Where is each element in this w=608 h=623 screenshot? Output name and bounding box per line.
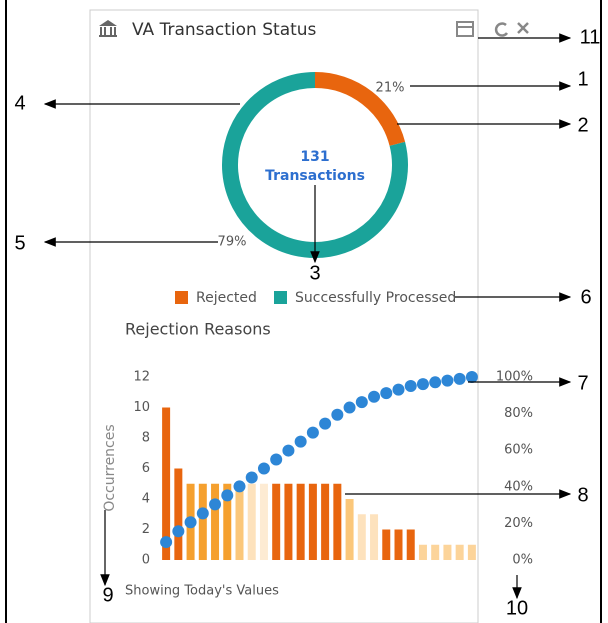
legend-label: Successfully Processed: [295, 290, 456, 306]
y-tick-label: 4: [142, 492, 150, 507]
cumulative-point: [465, 371, 478, 383]
y-tick-label: 2: [142, 522, 150, 537]
cumulative-point: [404, 379, 417, 392]
callout-number: 2: [577, 114, 588, 136]
cumulative-point: [392, 383, 405, 396]
y-tick-label: 8: [142, 431, 150, 446]
bar: [162, 407, 171, 560]
bar: [333, 483, 342, 560]
bar: [235, 483, 244, 560]
bar: [223, 483, 232, 560]
y-tick-label: 6: [142, 461, 150, 476]
bar: [455, 544, 464, 560]
bar: [211, 483, 220, 560]
cumulative-point: [160, 536, 173, 549]
callout-number: 1: [577, 68, 588, 90]
chart-title: Rejection Reasons: [125, 320, 271, 339]
bar: [247, 483, 256, 560]
widget-title: VA Transaction Status: [132, 20, 317, 40]
cumulative-point: [270, 453, 283, 466]
cumulative-point: [209, 498, 222, 511]
bar: [308, 483, 317, 560]
calendar-button[interactable]: [456, 21, 474, 37]
cumulative-point: [172, 525, 185, 538]
callout-number: 7: [577, 372, 588, 394]
bar: [382, 529, 391, 560]
bar: [370, 514, 379, 560]
bar: [259, 483, 268, 560]
callout-number: 9: [102, 584, 113, 606]
bar: [321, 483, 330, 560]
widget-panel: [89, 9, 479, 623]
donut-center-value: 131: [300, 149, 329, 165]
bar: [431, 544, 440, 560]
callout-number: 4: [14, 92, 25, 114]
footer-note: Showing Today's Values: [125, 584, 279, 599]
cumulative-point: [429, 376, 442, 389]
y-axis-label: Occurrences: [102, 424, 118, 511]
y-tick-label: 10: [133, 400, 150, 415]
cumulative-point: [221, 489, 234, 502]
cumulative-point: [233, 480, 246, 493]
bank-icon: [99, 20, 117, 37]
donut-center-label: Transactions: [265, 168, 365, 184]
bar: [406, 529, 415, 560]
y-tick-label: 0: [142, 553, 150, 568]
y2-tick-label: 20%: [504, 516, 533, 531]
cumulative-point: [282, 444, 295, 457]
cumulative-point: [355, 396, 368, 409]
cumulative-point: [184, 516, 197, 529]
bar: [467, 544, 476, 560]
cumulative-point: [245, 471, 258, 484]
data-label: 79%: [218, 235, 247, 250]
bar: [443, 544, 452, 560]
cumulative-point: [453, 372, 466, 385]
close-button[interactable]: [517, 22, 529, 34]
callout-number: 10: [506, 597, 528, 619]
cumulative-point: [380, 387, 393, 400]
bar: [272, 483, 281, 560]
bar: [284, 483, 293, 560]
cumulative-point: [416, 378, 429, 391]
bar: [357, 514, 366, 560]
callout-number: 5: [14, 232, 25, 254]
cumulative-point: [196, 507, 209, 520]
cumulative-point: [331, 408, 344, 421]
bar: [198, 483, 207, 560]
legend-label: Rejected: [196, 290, 257, 306]
refresh-button[interactable]: [494, 22, 509, 37]
bar: [296, 483, 305, 560]
data-label: 21%: [376, 81, 405, 96]
cumulative-point: [319, 417, 332, 430]
bar: [345, 499, 354, 560]
cumulative-point: [441, 374, 454, 387]
callout-number: 3: [309, 262, 320, 284]
donut-segment: [314, 72, 406, 147]
y2-tick-label: 0%: [512, 553, 533, 568]
legend-swatch: [274, 291, 287, 304]
cumulative-point: [306, 426, 319, 439]
y2-tick-label: 80%: [504, 406, 533, 421]
donut-segment: [222, 72, 408, 258]
bar: [174, 468, 183, 560]
cumulative-point: [368, 390, 381, 403]
callout-number: 6: [580, 286, 591, 308]
cumulative-point: [257, 462, 270, 475]
y2-tick-label: 60%: [504, 443, 533, 458]
cumulative-point: [343, 401, 356, 414]
bar: [418, 544, 427, 560]
y-tick-label: 12: [133, 370, 150, 385]
y2-tick-label: 40%: [504, 479, 533, 494]
callout-number: 8: [577, 484, 588, 506]
bar: [394, 529, 403, 560]
y2-tick-label: 100%: [496, 370, 533, 385]
legend-swatch: [175, 291, 188, 304]
callout-number: 11: [580, 26, 601, 48]
cumulative-point: [294, 435, 307, 448]
